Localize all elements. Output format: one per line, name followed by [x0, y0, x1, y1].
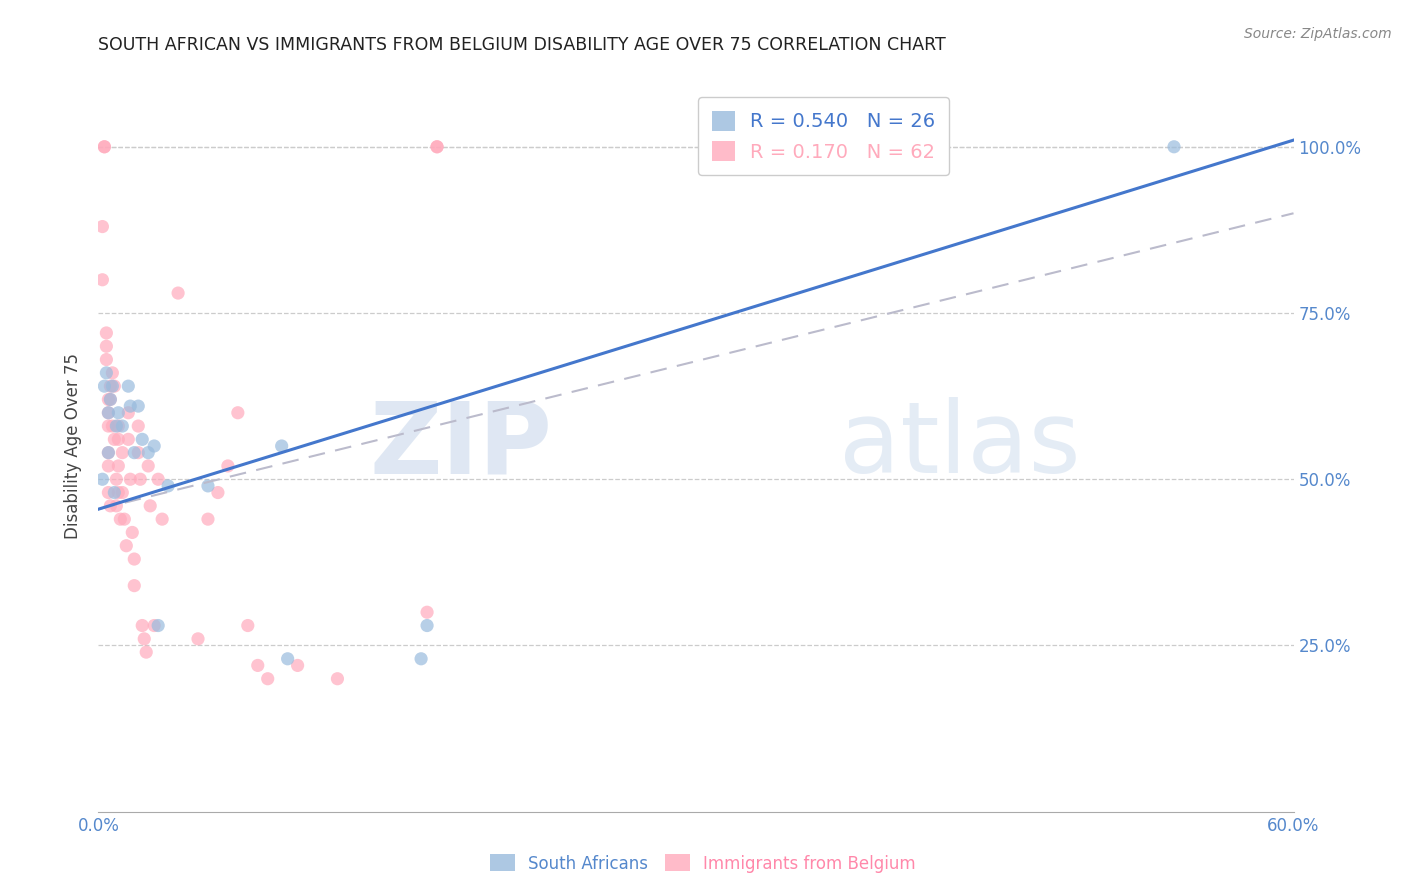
- Point: [217, 458, 239, 473]
- Point: [107, 433, 129, 447]
- Point: [150, 512, 173, 526]
- Point: [98, 499, 122, 513]
- Point: [187, 632, 209, 646]
- Point: [91, 219, 114, 234]
- Point: [91, 472, 114, 486]
- Point: [117, 379, 139, 393]
- Point: [97, 419, 120, 434]
- Point: [110, 512, 132, 526]
- Point: [127, 399, 149, 413]
- Point: [148, 618, 170, 632]
- Point: [101, 379, 124, 393]
- Y-axis label: Disability Age Over 75: Disability Age Over 75: [65, 353, 83, 539]
- Point: [326, 672, 349, 686]
- Point: [96, 326, 118, 340]
- Point: [277, 652, 299, 666]
- Point: [197, 479, 219, 493]
- Point: [127, 445, 149, 459]
- Point: [157, 479, 180, 493]
- Point: [426, 140, 449, 154]
- Point: [143, 439, 166, 453]
- Point: [129, 472, 152, 486]
- Point: [115, 539, 138, 553]
- Point: [93, 379, 115, 393]
- Legend: South Africans, Immigrants from Belgium: South Africans, Immigrants from Belgium: [484, 847, 922, 880]
- Point: [107, 458, 129, 473]
- Point: [124, 552, 146, 566]
- Point: [131, 433, 153, 447]
- Point: [97, 392, 120, 407]
- Point: [111, 485, 134, 500]
- Point: [97, 406, 120, 420]
- Point: [124, 445, 146, 459]
- Point: [111, 445, 134, 459]
- Point: [101, 419, 124, 434]
- Text: atlas: atlas: [839, 398, 1081, 494]
- Point: [103, 379, 125, 393]
- Text: ZIP: ZIP: [370, 398, 553, 494]
- Point: [101, 366, 124, 380]
- Point: [121, 525, 143, 540]
- Text: Source: ZipAtlas.com: Source: ZipAtlas.com: [1244, 27, 1392, 41]
- Point: [96, 352, 118, 367]
- Point: [117, 406, 139, 420]
- Point: [98, 392, 122, 407]
- Point: [270, 439, 292, 453]
- Point: [107, 406, 129, 420]
- Point: [97, 445, 120, 459]
- Point: [93, 140, 115, 154]
- Point: [127, 419, 149, 434]
- Point: [120, 399, 142, 413]
- Point: [97, 458, 120, 473]
- Point: [105, 499, 128, 513]
- Point: [167, 286, 190, 301]
- Point: [105, 472, 128, 486]
- Point: [416, 605, 439, 619]
- Point: [96, 339, 118, 353]
- Point: [246, 658, 269, 673]
- Point: [139, 499, 162, 513]
- Point: [131, 618, 153, 632]
- Point: [416, 618, 439, 632]
- Point: [426, 140, 449, 154]
- Point: [111, 419, 134, 434]
- Point: [105, 419, 128, 434]
- Point: [135, 645, 157, 659]
- Point: [148, 472, 170, 486]
- Point: [96, 366, 118, 380]
- Point: [236, 618, 259, 632]
- Point: [411, 652, 433, 666]
- Text: SOUTH AFRICAN VS IMMIGRANTS FROM BELGIUM DISABILITY AGE OVER 75 CORRELATION CHAR: SOUTH AFRICAN VS IMMIGRANTS FROM BELGIUM…: [98, 36, 946, 54]
- Point: [98, 392, 122, 407]
- Legend: R = 0.540   N = 26, R = 0.170   N = 62: R = 0.540 N = 26, R = 0.170 N = 62: [697, 97, 949, 176]
- Point: [124, 579, 146, 593]
- Point: [207, 485, 229, 500]
- Point: [143, 618, 166, 632]
- Point: [91, 273, 114, 287]
- Point: [287, 658, 309, 673]
- Point: [112, 512, 135, 526]
- Point: [256, 672, 278, 686]
- Point: [93, 140, 115, 154]
- Point: [103, 485, 125, 500]
- Point: [226, 406, 249, 420]
- Point: [97, 445, 120, 459]
- Point: [103, 433, 125, 447]
- Point: [197, 512, 219, 526]
- Point: [97, 485, 120, 500]
- Point: [1163, 140, 1185, 154]
- Point: [134, 632, 156, 646]
- Point: [107, 419, 129, 434]
- Point: [136, 445, 159, 459]
- Point: [120, 472, 142, 486]
- Point: [117, 433, 139, 447]
- Point: [107, 485, 129, 500]
- Point: [97, 406, 120, 420]
- Point: [98, 379, 122, 393]
- Point: [136, 458, 159, 473]
